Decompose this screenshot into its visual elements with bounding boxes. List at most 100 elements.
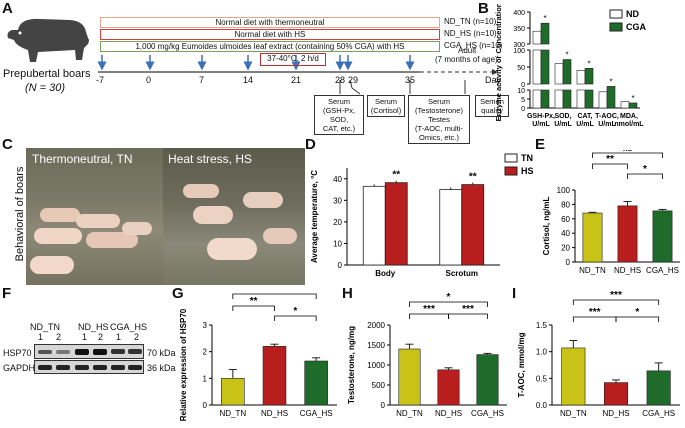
timeline — [97, 55, 498, 75]
group-label-cga-hs: CGA_HS (n=10) — [444, 41, 503, 50]
significance-label: * — [631, 94, 634, 103]
kda-70: 70 kDa — [147, 348, 176, 358]
sample-box-semen: Semen quality — [475, 95, 509, 117]
significance-label: *** — [462, 304, 474, 315]
bar-continuation — [584, 89, 594, 109]
significance-label: *** — [423, 304, 435, 315]
y-tick-label: 1.5 — [536, 321, 548, 330]
x-tick-label: ND_HS — [602, 409, 629, 418]
y-axis-label: Relative expression of HSP70 — [179, 308, 188, 421]
pig-shape — [183, 184, 219, 198]
x-tick-label: ND_TN — [560, 409, 587, 418]
significance-label: * — [635, 307, 639, 318]
significance-label: * — [609, 77, 612, 86]
x-tick-label: ND_TN — [396, 409, 423, 418]
lane-4: 2 — [98, 332, 104, 342]
bar-continuation — [532, 49, 542, 85]
bar-nd-4 — [620, 101, 630, 109]
bar-nd-hs — [437, 369, 460, 406]
x-tick-label: CGA_HS — [642, 409, 675, 418]
bar-nd-tn — [582, 212, 603, 263]
legend-label-cga: CGA — [626, 22, 647, 32]
y-tick-label: 60 — [561, 215, 570, 224]
y-tick-label: 1.0 — [536, 348, 548, 357]
box1-line2: (GSH-Px, — [322, 106, 356, 115]
sample-box-cortisol: Serum (Cortisol) — [367, 95, 405, 117]
photo-heat-stress — [163, 148, 305, 285]
legend-swatch-tn — [504, 153, 518, 163]
y-tick-label: 2 — [203, 348, 208, 357]
pig-shape — [122, 222, 152, 235]
bar-continuation — [554, 89, 564, 109]
legend-label-hs: HS — [521, 166, 534, 176]
chart-e: 020406080100ND_TNND_HSCGA_HS***nsCortiso… — [542, 150, 680, 275]
x-tick-unit: U/mL — [532, 121, 550, 128]
bar-cga-0 — [540, 22, 550, 45]
bar-cga-hs: 1,000 mg/kg Eumoides ulmoides leaf extra… — [100, 41, 440, 52]
box4-line2: quality — [481, 106, 503, 115]
y-tick-label: 0 — [203, 401, 208, 410]
y-tick-label: 0 — [338, 261, 343, 270]
legend-label-tn: TN — [521, 153, 533, 163]
box2-line2: (Cortisol) — [370, 106, 402, 115]
y-tick-label: 1500 — [367, 341, 385, 350]
pig-shape — [193, 206, 233, 224]
significance-bracket — [274, 315, 317, 321]
blot-row-hsp70: HSP70 — [3, 348, 32, 358]
significance-bracket — [232, 305, 275, 311]
y-tick-label: 0.0 — [536, 401, 548, 410]
bar-nd-hs-text: Normal diet with HS — [234, 30, 306, 39]
significance-label: * — [293, 306, 297, 317]
significance-label: * — [447, 292, 451, 303]
day-tick-14: 14 — [243, 75, 254, 85]
bar-cga-hs — [652, 210, 673, 263]
box1-line4: CAT, etc.) — [322, 124, 356, 133]
pig-shape — [40, 208, 80, 222]
y-tick-label: 0 — [566, 258, 571, 267]
band — [75, 349, 89, 355]
bar-cga-2 — [584, 68, 594, 85]
significance-label: * — [587, 59, 590, 68]
box3-line2: (Testosterone) — [415, 106, 463, 115]
x-tick-label: MDA, — [620, 113, 638, 120]
band — [56, 365, 70, 370]
bar-cga-hs-text: 1,000 mg/kg Eumoides ulmoides leaf extra… — [135, 42, 405, 51]
bar-cga-1 — [562, 59, 572, 85]
group-label-nd-hs: ND_HS (n=10) — [444, 29, 497, 38]
y-tick-label: 2000 — [367, 321, 385, 330]
blot-group-cga-hs: CGA_HS — [110, 322, 148, 332]
x-tick-unit: U/mL — [598, 121, 616, 128]
y-tick-label: 0 — [521, 82, 525, 89]
bar-tn-body — [362, 185, 386, 266]
bar-cga-hs — [304, 360, 328, 406]
x-tick-label: ND_TN — [219, 409, 246, 418]
x-tick-label: ND_HS — [614, 266, 641, 275]
x-tick-label: ND_TN — [579, 266, 606, 275]
box3-line4: (T-AOC, multi- — [415, 124, 463, 133]
band — [56, 350, 70, 354]
y-tick-label: 100 — [557, 186, 571, 195]
box4-line1: Semen — [480, 97, 504, 106]
significance-label: ** — [606, 154, 614, 165]
panel-label-h: H — [342, 285, 353, 302]
significance-label: * — [273, 290, 277, 295]
bar-nd-tn — [221, 378, 245, 406]
pig-shape — [263, 228, 297, 244]
panel-label-b: B — [478, 0, 489, 17]
y-tick-label: 5 — [521, 97, 525, 104]
significance-label: * — [565, 51, 568, 60]
photo-label-tn: Thermoneutral, TN — [32, 152, 133, 166]
y-tick-label: 40 — [333, 175, 342, 184]
y-axis-label: Enzyme activity or Concentration — [494, 4, 503, 121]
significance-bracket — [627, 173, 663, 179]
legend-label-nd: ND — [626, 9, 639, 19]
bar-continuation — [532, 89, 542, 109]
box3-line3: Testes — [428, 115, 450, 124]
y-axis-label: T-AOC, mmol/mg — [517, 332, 526, 397]
y-tick-label: 300 — [513, 42, 525, 49]
bar-nd-tn — [398, 348, 421, 406]
y-tick-label: 10 — [333, 239, 342, 248]
x-tick-label: SOD, — [554, 113, 571, 120]
significance-label: *** — [610, 290, 622, 301]
